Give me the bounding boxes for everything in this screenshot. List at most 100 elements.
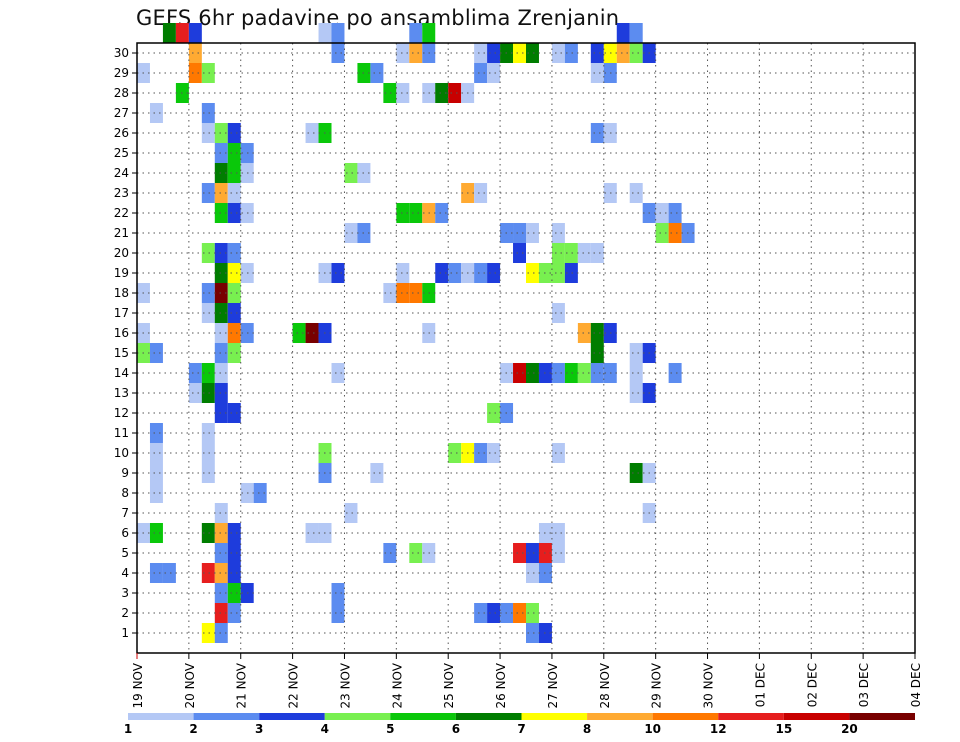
heatmap-cell (513, 603, 526, 623)
heatmap-cell (396, 83, 410, 103)
heatmap-cell (227, 163, 241, 183)
heatmap-cell (344, 503, 358, 523)
chart-title: GEFS 6hr padavine po ansamblima Zrenjani… (136, 6, 620, 30)
heatmap-cell (409, 43, 423, 63)
heatmap-cell (526, 623, 539, 643)
colorbar-swatch (259, 713, 325, 720)
heatmap-cell (214, 363, 228, 383)
heatmap-cell (162, 23, 176, 43)
heatmap-cell (188, 23, 202, 43)
heatmap-cell (655, 223, 669, 243)
heatmap-cell (409, 203, 423, 223)
heatmap-cell (487, 43, 501, 63)
heatmap-cell (383, 543, 397, 563)
y-tick-label: 24 (114, 166, 129, 180)
y-tick-label: 6 (121, 526, 129, 540)
heatmap-cell (214, 523, 228, 543)
heatmap-cell (214, 143, 228, 163)
heatmap-cell (487, 263, 501, 283)
heatmap-cell (227, 583, 241, 603)
colorbar-label: 20 (841, 722, 858, 736)
heatmap-cell (344, 163, 358, 183)
heatmap-cell (668, 223, 682, 243)
heatmap-cell (551, 43, 565, 63)
heatmap-cell (305, 123, 319, 143)
x-tick-label: 22 NOV (287, 662, 301, 708)
heatmap-cell (305, 323, 319, 343)
heatmap-cell (201, 523, 215, 543)
heatmap-cell (551, 443, 565, 463)
heatmap-cell (551, 303, 565, 323)
heatmap-cell (201, 283, 215, 303)
heatmap-cell (526, 363, 539, 383)
heatmap-cell (201, 423, 215, 443)
heatmap-cell (162, 563, 176, 583)
colorbar-swatch (718, 713, 784, 720)
heatmap-cell (577, 243, 591, 263)
heatmap-cell (590, 63, 604, 83)
y-tick-label: 25 (114, 146, 129, 160)
heatmap-cell (526, 43, 539, 63)
colorbar-swatch (128, 713, 194, 720)
colorbar-swatch (521, 713, 588, 720)
heatmap-cell (668, 363, 682, 383)
x-tick-label: 21 NOV (235, 662, 249, 708)
heatmap-cell (149, 443, 163, 463)
heatmap-cell (214, 263, 228, 283)
colorbar-label: 1 (124, 722, 132, 736)
plot-frame (136, 42, 916, 654)
y-tick-label: 8 (121, 486, 129, 500)
heatmap-cell (616, 43, 630, 63)
heatmap-cell (564, 243, 578, 263)
y-tick-label: 29 (114, 66, 129, 80)
heatmap-cell (590, 323, 604, 343)
heatmap-cell (513, 43, 526, 63)
heatmap-cell (474, 603, 488, 623)
y-tick-label: 1 (121, 626, 129, 640)
heatmap-cell (188, 43, 202, 63)
x-tick-label: 27 NOV (546, 662, 560, 708)
heatmap-cell (344, 223, 358, 243)
x-tick-label: 19 NOV (131, 662, 145, 708)
heatmap-cell (214, 243, 228, 263)
y-tick-label: 13 (114, 386, 129, 400)
heatmap-cell (305, 523, 319, 543)
heatmap-cell (409, 23, 423, 43)
y-tick-label: 27 (114, 106, 129, 120)
heatmap-cell (590, 123, 604, 143)
heatmap-cell (331, 263, 345, 283)
heatmap-cell (370, 63, 384, 83)
heatmap-cell (227, 603, 241, 623)
heatmap-cell (564, 363, 578, 383)
heatmap-cell (435, 203, 449, 223)
heatmap-cell (227, 143, 241, 163)
heatmap-cell (474, 63, 488, 83)
x-tick-label: 20 NOV (183, 662, 197, 708)
y-tick-label: 2 (121, 606, 129, 620)
x-tick-label: 24 NOV (390, 662, 404, 708)
heatmap-cell (513, 243, 526, 263)
y-tick-label: 10 (114, 446, 129, 460)
heatmap-cell (201, 443, 215, 463)
heatmap-cell (526, 543, 539, 563)
heatmap-cell (227, 303, 241, 323)
heatmap-cell (331, 43, 345, 63)
colorbar-swatch (783, 713, 850, 720)
colorbar-swatch (587, 713, 653, 720)
heatmap-cell (227, 563, 241, 583)
heatmap-cell (616, 23, 630, 43)
heatmap-cell (487, 603, 501, 623)
y-tick-label: 28 (114, 86, 129, 100)
heatmap-cell (629, 363, 643, 383)
colorbar-label: 10 (644, 722, 661, 736)
x-tick-label: 03 DEC (857, 663, 871, 707)
y-tick-label: 3 (121, 586, 129, 600)
heatmap-cell (551, 243, 565, 263)
heatmap-cell (551, 363, 565, 383)
heatmap-cell (227, 183, 241, 203)
colorbar-swatch (652, 713, 719, 720)
heatmap-cell (448, 443, 462, 463)
heatmap-cell (629, 23, 643, 43)
colorbar-label: 12 (710, 722, 727, 736)
